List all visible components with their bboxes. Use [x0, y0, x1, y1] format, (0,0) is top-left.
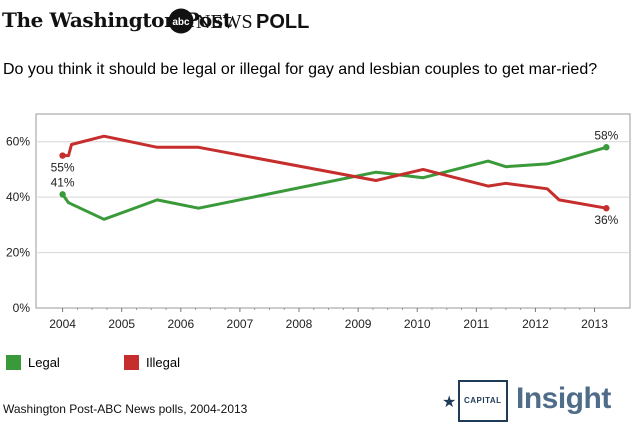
series-line-illegal [61, 134, 608, 210]
legend-label-legal: Legal [28, 355, 60, 370]
series-point-illegal [59, 152, 66, 159]
masthead: The Washington Post abc NEWS POLL [2, 4, 402, 34]
y-tick-label: 40% [6, 190, 30, 204]
capital-insight-logo: ★ CAPITAL Insight [440, 378, 611, 426]
x-tick-label: 2011 [463, 317, 489, 331]
series-point-legal [603, 144, 610, 151]
legend-swatch-illegal [124, 355, 139, 370]
source-note: Washington Post-ABC News polls, 2004-201… [3, 402, 248, 416]
x-tick-label: 2007 [227, 317, 254, 331]
abc-logo-icon: abc [168, 8, 194, 34]
x-tick-label: 2004 [49, 317, 76, 331]
series-point-legal [59, 191, 66, 198]
plot-area [35, 113, 631, 309]
y-tick-label: 60% [6, 135, 30, 149]
poll-question: Do you think it should be legal or illeg… [3, 61, 598, 78]
series-point-illegal [603, 205, 610, 212]
x-tick-label: 2008 [286, 317, 313, 331]
x-tick-label: 2009 [345, 317, 372, 331]
svg-text:abc: abc [172, 17, 190, 28]
y-tick-label: 20% [6, 246, 30, 260]
capital-insight-box: CAPITAL [458, 380, 508, 422]
legend-label-illegal: Illegal [146, 355, 180, 370]
data-label-legal: 58% [594, 128, 618, 142]
data-label-illegal: 36% [594, 213, 618, 227]
x-tick-label: 2010 [404, 317, 431, 331]
poll-label: POLL [256, 11, 310, 33]
star-icon: ★ [442, 394, 457, 411]
y-tick-label: 0% [13, 301, 31, 315]
trend-chart: 0% 20% 40% 60% 2004 2005 2006 2007 2008 2009 2010 2… [6, 113, 631, 331]
abc-news-wordmark: NEWS [196, 11, 253, 33]
legend-swatch-legal [6, 355, 21, 370]
washington-post-logo: The Washington Post [2, 8, 232, 32]
data-label-legal: 41% [51, 175, 75, 189]
x-tick-label: 2006 [167, 317, 194, 331]
data-label-illegal: 55% [51, 161, 75, 175]
x-tick-label: 2013 [581, 317, 608, 331]
x-tick-label: 2012 [522, 317, 549, 331]
insight-text: Insight [516, 382, 611, 415]
chart-legend: Legal Illegal [0, 354, 300, 372]
capital-text: CAPITAL [464, 396, 502, 405]
x-tick-label: 2005 [108, 317, 135, 331]
